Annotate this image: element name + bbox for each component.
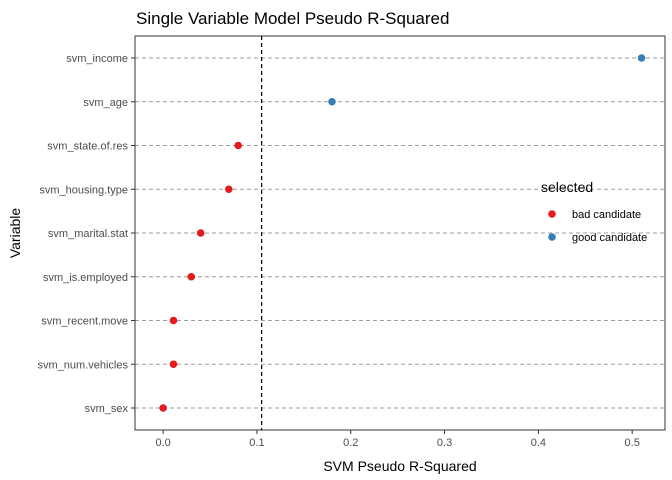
x-tick-label: 0.2 [343, 437, 358, 449]
x-axis-title: SVM Pseudo R-Squared [323, 458, 476, 474]
chart-title: Single Variable Model Pseudo R-Squared [136, 9, 449, 28]
point-svm_state.of.res [234, 141, 242, 150]
y-tick-label: svm_is.employed [43, 272, 128, 284]
legend-title: selected [541, 179, 593, 195]
x-tick-label: 0.4 [531, 437, 546, 449]
legend: selected bad candidate good candidate [541, 179, 647, 244]
point-svm_income [637, 54, 646, 62]
legend-key-1 [548, 210, 556, 218]
x-tick-label: 0.5 [625, 437, 640, 449]
point-svm_num.vehicles [169, 360, 178, 369]
y-tick-label: svm_income [66, 53, 128, 65]
legend-key-2 [548, 233, 556, 241]
legend-label: bad candidate [572, 209, 641, 221]
point-svm_recent.move [169, 316, 178, 325]
point-svm_is.employed [187, 272, 196, 281]
x-tick-label: 0.3 [437, 437, 452, 449]
point-svm_marital.stat [196, 229, 205, 237]
y-axis-title: Variable [7, 208, 23, 259]
point-svm_age [328, 97, 336, 106]
legend-label: good candidate [572, 232, 647, 244]
point-svm_housing.type [225, 185, 233, 194]
y-tick-label: svm_num.vehicles [38, 359, 129, 371]
x-tick-label: 0.1 [249, 437, 264, 449]
y-tick-label: svm_sex [85, 403, 129, 415]
x-tick-label: 0.0 [155, 437, 170, 449]
y-tick-label: svm_housing.type [39, 184, 128, 196]
y-tick-label: svm_age [83, 97, 128, 109]
y-tick-label: svm_marital.stat [48, 228, 128, 240]
y-tick-label: svm_recent.move [41, 316, 128, 328]
point-svm_sex [159, 404, 167, 412]
legend-items: bad candidate good candidate [548, 209, 647, 244]
y-tick-label: svm_state.of.res [47, 141, 128, 153]
plot-area: 0.0 0.1 0.2 0.3 0.4 0.5 svm_income svm_age svm_s… [38, 35, 666, 449]
